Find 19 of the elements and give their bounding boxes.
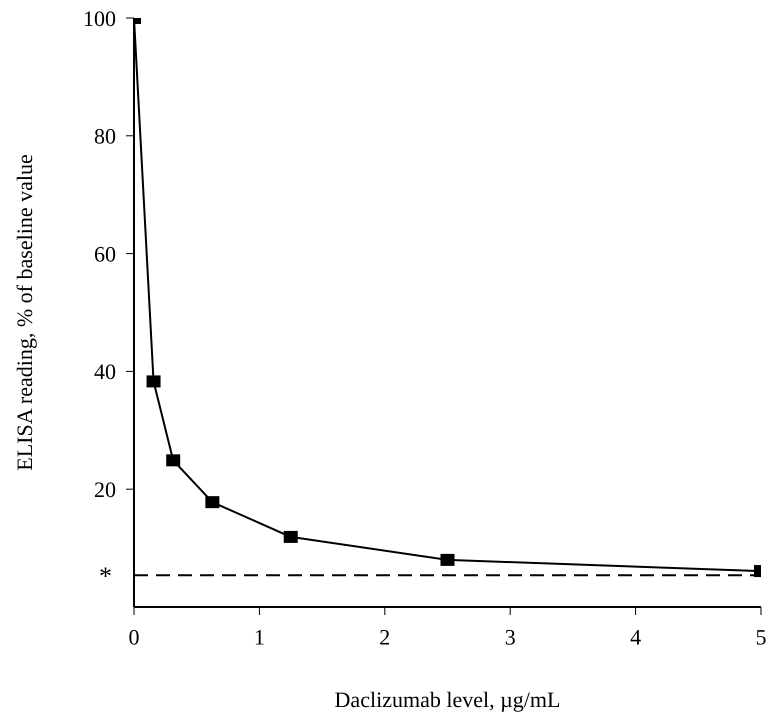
- point: [146, 375, 161, 388]
- x-tick-label: 3: [504, 624, 516, 650]
- x-axis-title: Daclizumab level, µg/mL: [334, 687, 560, 712]
- x-tick-label: 0: [128, 624, 140, 650]
- y-tick-label: 20: [94, 477, 116, 502]
- point: [166, 454, 180, 466]
- y-tick-label: 40: [94, 359, 116, 384]
- y-tick-label: 100: [83, 6, 116, 31]
- y-tick-label: 60: [94, 241, 116, 266]
- point: [284, 530, 298, 543]
- ref-line-label: *: [99, 561, 112, 590]
- x-tick-label: 5: [756, 624, 766, 650]
- point: [205, 496, 220, 508]
- x-tick-label: 1: [254, 624, 265, 650]
- x-tick-label: 2: [379, 624, 390, 650]
- point: [440, 554, 454, 566]
- y-axis-title: ELISA reading, % of baseline value: [12, 154, 37, 471]
- y-tick-label: 80: [94, 124, 116, 149]
- x-tick-label: 4: [630, 624, 642, 650]
